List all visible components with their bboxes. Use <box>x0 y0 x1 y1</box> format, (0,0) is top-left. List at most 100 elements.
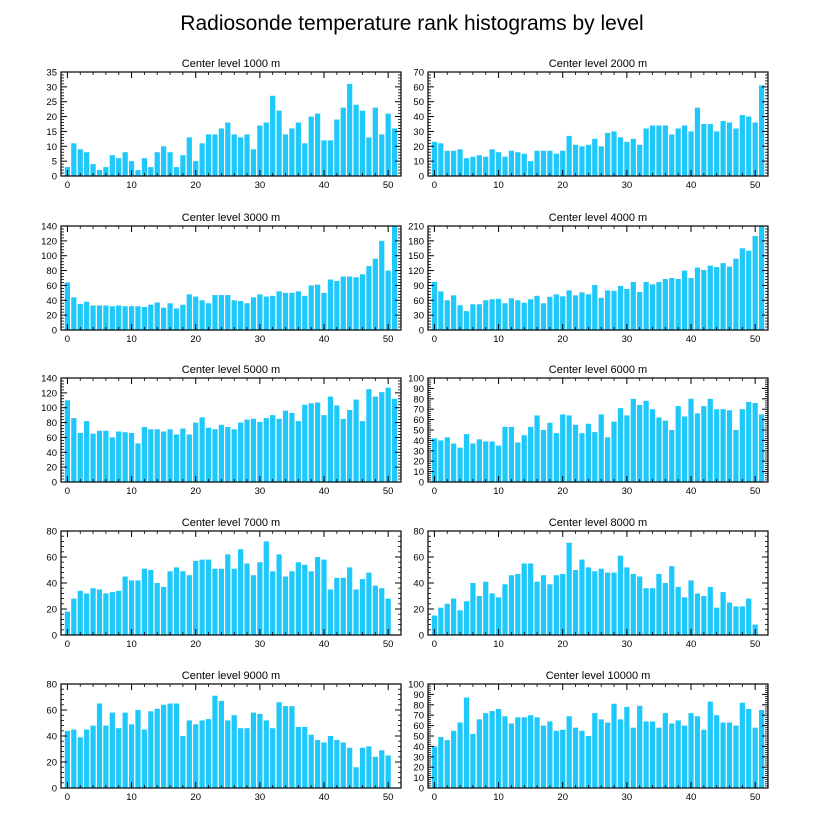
bar <box>669 430 675 482</box>
bar <box>553 730 559 788</box>
bar <box>630 138 636 176</box>
bar <box>244 563 250 635</box>
bar <box>572 295 579 330</box>
bar <box>470 156 476 176</box>
bar <box>707 586 713 635</box>
bar <box>630 727 636 788</box>
plot-frame <box>427 71 769 177</box>
bar <box>321 742 327 788</box>
bar <box>289 706 295 788</box>
bar <box>122 432 128 482</box>
bar <box>327 140 334 176</box>
bar <box>186 434 192 482</box>
y-tick-label: 10 <box>413 467 424 478</box>
bar <box>470 583 476 635</box>
bar <box>199 143 205 176</box>
bar <box>154 583 160 635</box>
bar <box>372 107 378 176</box>
bar <box>739 702 745 788</box>
panel-title: Center level 6000 m <box>549 364 647 376</box>
histogram-panel-4: Center level 4000 m 0 30 60 90 120 150 180 210 0 1… <box>408 212 769 345</box>
bar <box>116 590 122 635</box>
bar <box>96 589 103 635</box>
bar <box>372 396 378 482</box>
x-tick-label: 0 <box>432 486 437 497</box>
y-tick-label: 30 <box>413 446 424 457</box>
bar <box>649 721 656 788</box>
x-tick-label: 20 <box>190 334 201 345</box>
bar <box>624 288 630 330</box>
bar <box>681 725 688 788</box>
bar <box>579 559 585 635</box>
bar <box>90 433 96 482</box>
bar <box>225 427 231 482</box>
bar <box>534 150 540 176</box>
y-tick-label: 150 <box>408 251 424 262</box>
bar <box>379 240 385 330</box>
bar <box>572 727 579 788</box>
bar <box>90 588 96 635</box>
bar <box>675 278 681 330</box>
bar <box>276 291 282 330</box>
bar <box>308 571 314 635</box>
bar <box>701 270 707 330</box>
bar <box>161 704 167 788</box>
bar <box>84 301 90 330</box>
x-tick-label: 0 <box>65 486 70 497</box>
bar <box>205 559 212 635</box>
bar <box>205 719 212 788</box>
bar <box>148 304 154 330</box>
bar <box>528 161 534 176</box>
bar <box>508 426 515 482</box>
bar <box>746 250 752 330</box>
histogram-panel-8: Center level 8000 m 0 20 40 60 80 0 10 20 30 40 50 <box>413 517 769 650</box>
bar <box>128 580 135 635</box>
y-tick-label: 60 <box>46 553 57 564</box>
bar <box>739 409 745 482</box>
bar <box>637 144 643 176</box>
y-tick-label: 40 <box>46 296 57 307</box>
bar <box>263 541 269 635</box>
bar <box>476 439 482 482</box>
bar <box>502 303 508 330</box>
bar <box>225 295 231 330</box>
bar <box>739 248 745 330</box>
bar <box>605 572 611 635</box>
panel-title: Center level 8000 m <box>549 517 647 529</box>
x-tick-label: 50 <box>750 792 761 803</box>
bar <box>707 701 713 788</box>
bar <box>391 398 398 482</box>
bar <box>649 125 656 176</box>
bar <box>688 278 694 330</box>
bar <box>489 299 495 330</box>
bar <box>321 292 327 330</box>
bar <box>611 290 617 330</box>
y-tick-label: 100 <box>41 403 57 414</box>
bar <box>238 422 244 482</box>
bar <box>359 421 366 482</box>
y-tick-label: 0 <box>419 172 424 183</box>
bar <box>566 290 572 330</box>
bar <box>431 141 438 176</box>
bar <box>302 726 308 788</box>
bar <box>257 125 263 176</box>
bar <box>662 125 668 176</box>
bar <box>585 144 591 176</box>
y-tick-label: 20 <box>46 112 57 123</box>
bar <box>720 121 726 176</box>
bar <box>71 297 77 330</box>
bar <box>180 304 186 330</box>
bar <box>681 416 688 482</box>
histogram-panel-9: Center level 9000 m 0 20 40 60 80 0 10 20 30 40 50 <box>46 670 402 803</box>
bar <box>476 596 482 635</box>
bar <box>116 431 122 482</box>
bar <box>438 607 444 635</box>
bar <box>148 429 154 482</box>
bar <box>141 729 148 788</box>
bar <box>681 125 688 176</box>
bar <box>372 585 378 635</box>
bar <box>733 258 739 330</box>
bar <box>694 107 701 176</box>
bar <box>385 598 391 635</box>
